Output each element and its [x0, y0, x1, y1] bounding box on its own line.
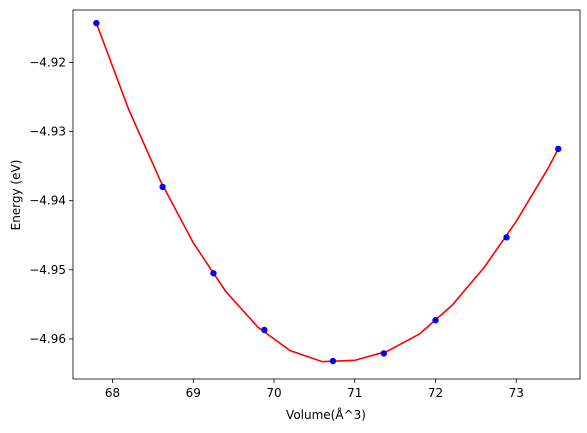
fit-curve-line [95, 22, 559, 363]
data-point [261, 326, 268, 334]
x-tick-label: 72 [428, 386, 443, 400]
x-axis-label: Volume(Å^3) [286, 407, 366, 422]
data-point [329, 357, 337, 365]
data-point [159, 183, 166, 191]
y-tick-label: −4.93 [29, 125, 66, 139]
y-tick-label: −4.94 [29, 194, 66, 208]
y-tick-label: −4.96 [29, 332, 66, 346]
y-axis: −4.92 −4.93 −4.94 −4.95 −4.96 [29, 56, 73, 346]
x-tick-label: 71 [347, 386, 362, 400]
y-axis-label: Energy (eV) [9, 160, 23, 231]
data-point [93, 19, 100, 27]
y-tick-label: −4.95 [29, 263, 66, 277]
x-tick-label: 70 [266, 386, 281, 400]
y-tick-label: −4.92 [29, 56, 66, 70]
data-point [503, 234, 510, 241]
axes-frame [72, 9, 581, 380]
data-point [380, 350, 388, 357]
data-point [432, 317, 439, 324]
data-point [555, 145, 562, 153]
plot-area [93, 19, 562, 365]
x-tick-label: 69 [186, 386, 201, 400]
x-axis: 68 69 70 71 72 73 [105, 379, 524, 400]
x-tick-label: 73 [509, 386, 524, 400]
x-tick-label: 68 [105, 386, 120, 400]
data-point [210, 270, 217, 277]
